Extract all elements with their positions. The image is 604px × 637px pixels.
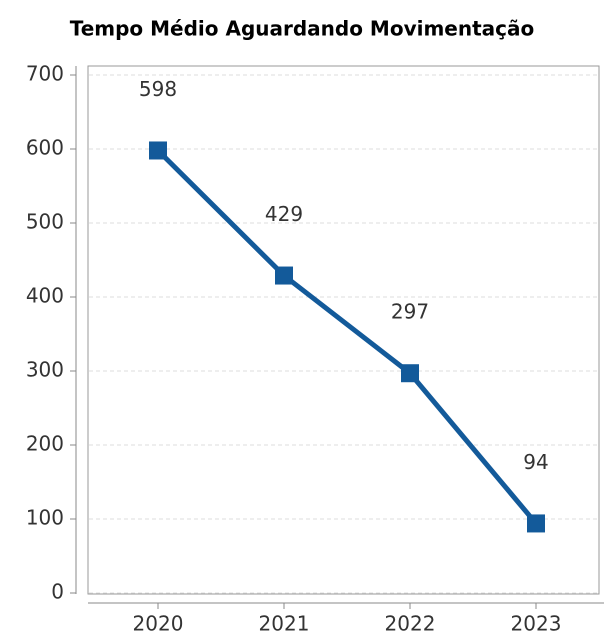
- x-tick-label: 2023: [511, 612, 562, 636]
- y-tick-label: 400: [26, 284, 64, 308]
- data-label: 94: [523, 450, 548, 474]
- x-tick-label: 2020: [133, 612, 184, 636]
- y-tick-label: 200: [26, 432, 64, 456]
- x-tick-label: 2021: [259, 612, 310, 636]
- x-tick-label: 2022: [385, 612, 436, 636]
- point: [149, 141, 167, 160]
- y-tick-label: 100: [26, 506, 64, 530]
- chart-title: Tempo Médio Aguardando Movimentação: [70, 17, 535, 41]
- point: [401, 364, 419, 383]
- y-tick-label: 500: [26, 210, 64, 234]
- data-label: 598: [139, 77, 177, 101]
- point: [275, 266, 293, 285]
- data-label: 429: [265, 202, 303, 226]
- data-label: 297: [391, 300, 429, 324]
- y-tick-label: 0: [51, 580, 64, 604]
- plot-frame: [87, 65, 600, 595]
- y-tick-label: 600: [26, 136, 64, 160]
- line: [156, 148, 538, 526]
- y-tick-label: 700: [26, 62, 64, 86]
- y-tick-label: 300: [26, 358, 64, 382]
- point: [527, 514, 545, 533]
